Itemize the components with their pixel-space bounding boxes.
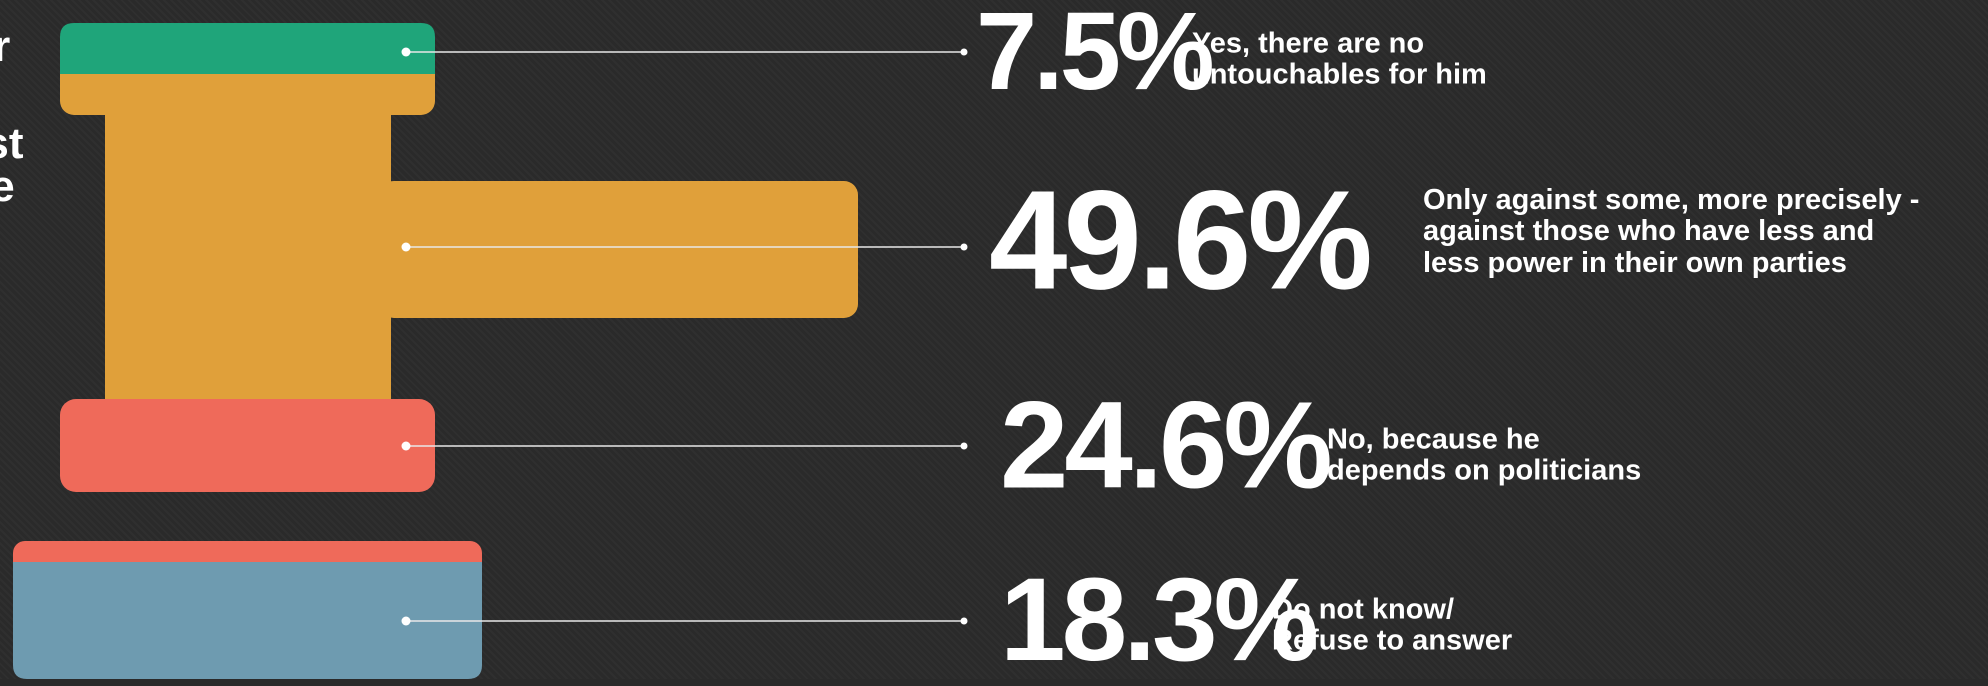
title-fragment: r [0, 22, 11, 71]
answer-label: Yes, there are no untouchables for him [1192, 27, 1487, 91]
value-label: 49.6% [989, 160, 1373, 319]
leader-dot [960, 442, 968, 450]
title-fragment: st [0, 119, 24, 168]
leader-dot [960, 617, 968, 625]
gavel-cap [60, 399, 435, 492]
gavel-base [13, 562, 482, 679]
leader-dot [401, 47, 411, 57]
title-fragment: e [0, 162, 15, 211]
value-label: 24.6% [1000, 377, 1333, 515]
gavel-arm [380, 181, 858, 318]
answer-label: Do not know/ Refuse to answer [1272, 593, 1513, 657]
answer-label: Only against some, more precisely - agai… [1423, 184, 1920, 279]
gavel-top [60, 23, 435, 74]
leader-dot [960, 48, 968, 56]
value-label: 7.5% [976, 0, 1215, 113]
value-label: 18.3% [1000, 554, 1319, 686]
leader-dot [401, 242, 411, 252]
leader-dot [960, 243, 968, 251]
answer-label: No, because he depends on politicians [1327, 423, 1642, 487]
leader-dot [401, 441, 411, 451]
gavel-handle [105, 70, 391, 420]
leader-dot [401, 616, 411, 626]
